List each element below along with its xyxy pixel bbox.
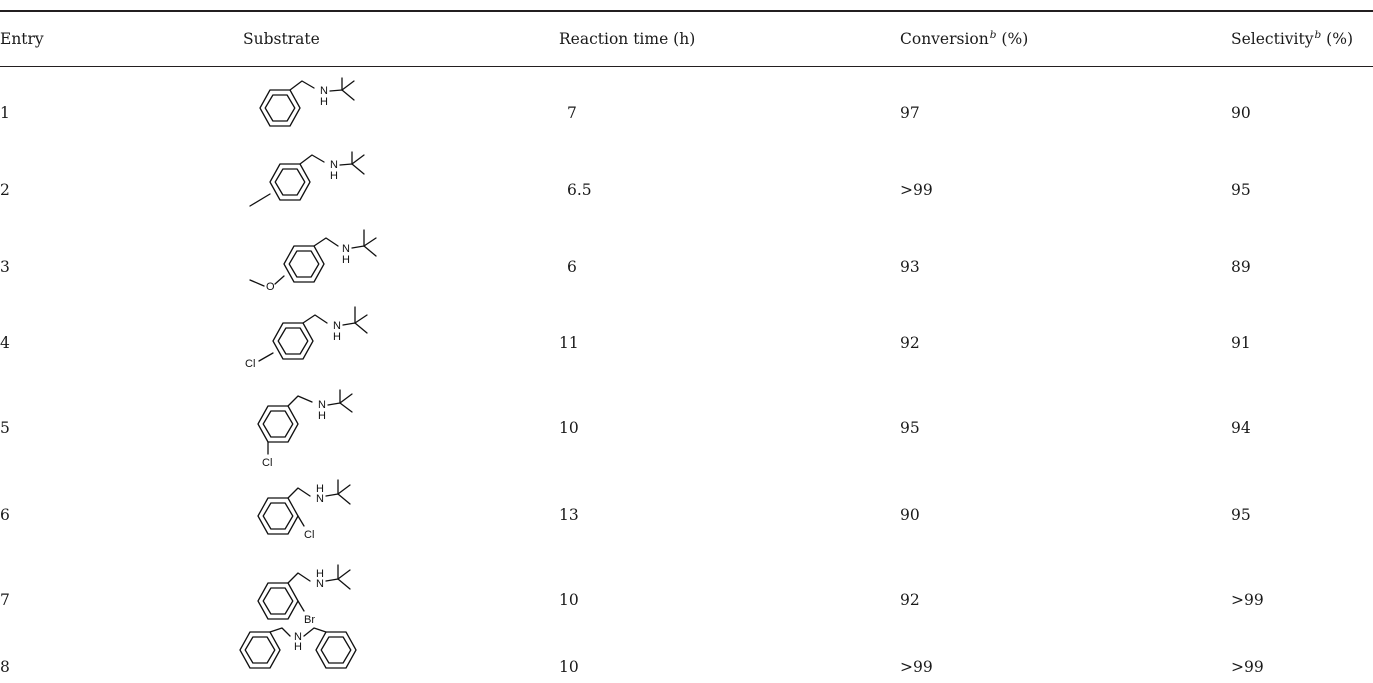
- selectivity-cell: 94: [1231, 419, 1251, 437]
- conversion-cell: 95: [900, 419, 920, 437]
- entry-cell: 1: [0, 104, 10, 122]
- svg-text:Br: Br: [304, 614, 315, 626]
- header-conversion-label: Conversion: [900, 30, 989, 48]
- table-header-rule: [0, 66, 1373, 67]
- svg-text:N: N: [316, 493, 324, 505]
- svg-text:H: H: [294, 641, 302, 653]
- conversion-cell: >99: [900, 181, 933, 199]
- svg-text:N: N: [333, 320, 341, 332]
- svg-text:H: H: [316, 483, 324, 495]
- header-reaction-time: Reaction time (h): [559, 30, 696, 48]
- entry-cell: 5: [0, 419, 10, 437]
- conversion-cell: 97: [900, 104, 920, 122]
- svg-text:N: N: [318, 399, 326, 411]
- header-selectivity-label: Selectivity: [1231, 30, 1314, 48]
- table-top-rule: [0, 10, 1373, 12]
- time-cell: 10: [559, 419, 579, 437]
- header-entry: Entry: [0, 30, 44, 48]
- svg-text:H: H: [330, 170, 338, 182]
- svg-text:N: N: [342, 243, 350, 255]
- selectivity-cell: 89: [1231, 258, 1251, 276]
- footnote-marker: b: [989, 29, 997, 41]
- footnote-marker: b: [1314, 29, 1322, 41]
- header-conversion: Conversionb (%): [900, 29, 1028, 51]
- selectivity-cell: 91: [1231, 334, 1251, 352]
- time-cell: 6: [567, 258, 577, 276]
- time-cell: 10: [559, 591, 579, 609]
- selectivity-cell: >99: [1231, 658, 1264, 676]
- svg-text:O: O: [266, 281, 275, 293]
- svg-text:Cl: Cl: [262, 457, 272, 469]
- svg-text:H: H: [318, 410, 326, 422]
- selectivity-cell: 95: [1231, 506, 1251, 524]
- header-selectivity-unit: (%): [1326, 30, 1353, 48]
- header-selectivity: Selectivityb (%): [1231, 29, 1353, 51]
- time-cell: 6.5: [567, 181, 592, 199]
- selectivity-cell: >99: [1231, 591, 1264, 609]
- svg-text:Cl: Cl: [304, 529, 314, 541]
- time-cell: 13: [559, 506, 579, 524]
- conversion-cell: >99: [900, 658, 933, 676]
- selectivity-cell: 95: [1231, 181, 1251, 199]
- entry-cell: 3: [0, 258, 10, 276]
- conversion-cell: 90: [900, 506, 920, 524]
- entry-cell: 6: [0, 506, 10, 524]
- svg-text:N: N: [316, 578, 324, 590]
- svg-text:N: N: [330, 159, 338, 171]
- svg-text:N: N: [294, 631, 302, 643]
- time-cell: 10: [559, 658, 579, 676]
- entry-cell: 8: [0, 658, 10, 676]
- header-substrate: Substrate: [243, 30, 320, 48]
- entry-cell: 2: [0, 181, 10, 199]
- svg-text:H: H: [342, 254, 350, 266]
- svg-text:N: N: [320, 85, 328, 97]
- svg-text:Cl: Cl: [245, 358, 255, 370]
- svg-text:H: H: [320, 96, 328, 108]
- svg-text:H: H: [316, 568, 324, 580]
- entry-cell: 4: [0, 334, 10, 352]
- svg-text:H: H: [333, 331, 341, 343]
- entry-cell: 7: [0, 591, 10, 609]
- conversion-cell: 92: [900, 591, 920, 609]
- conversion-cell: 93: [900, 258, 920, 276]
- header-conversion-unit: (%): [1001, 30, 1029, 48]
- time-cell: 7: [567, 104, 577, 122]
- conversion-cell: 92: [900, 334, 920, 352]
- time-cell: 11: [559, 334, 579, 352]
- selectivity-cell: 90: [1231, 104, 1251, 122]
